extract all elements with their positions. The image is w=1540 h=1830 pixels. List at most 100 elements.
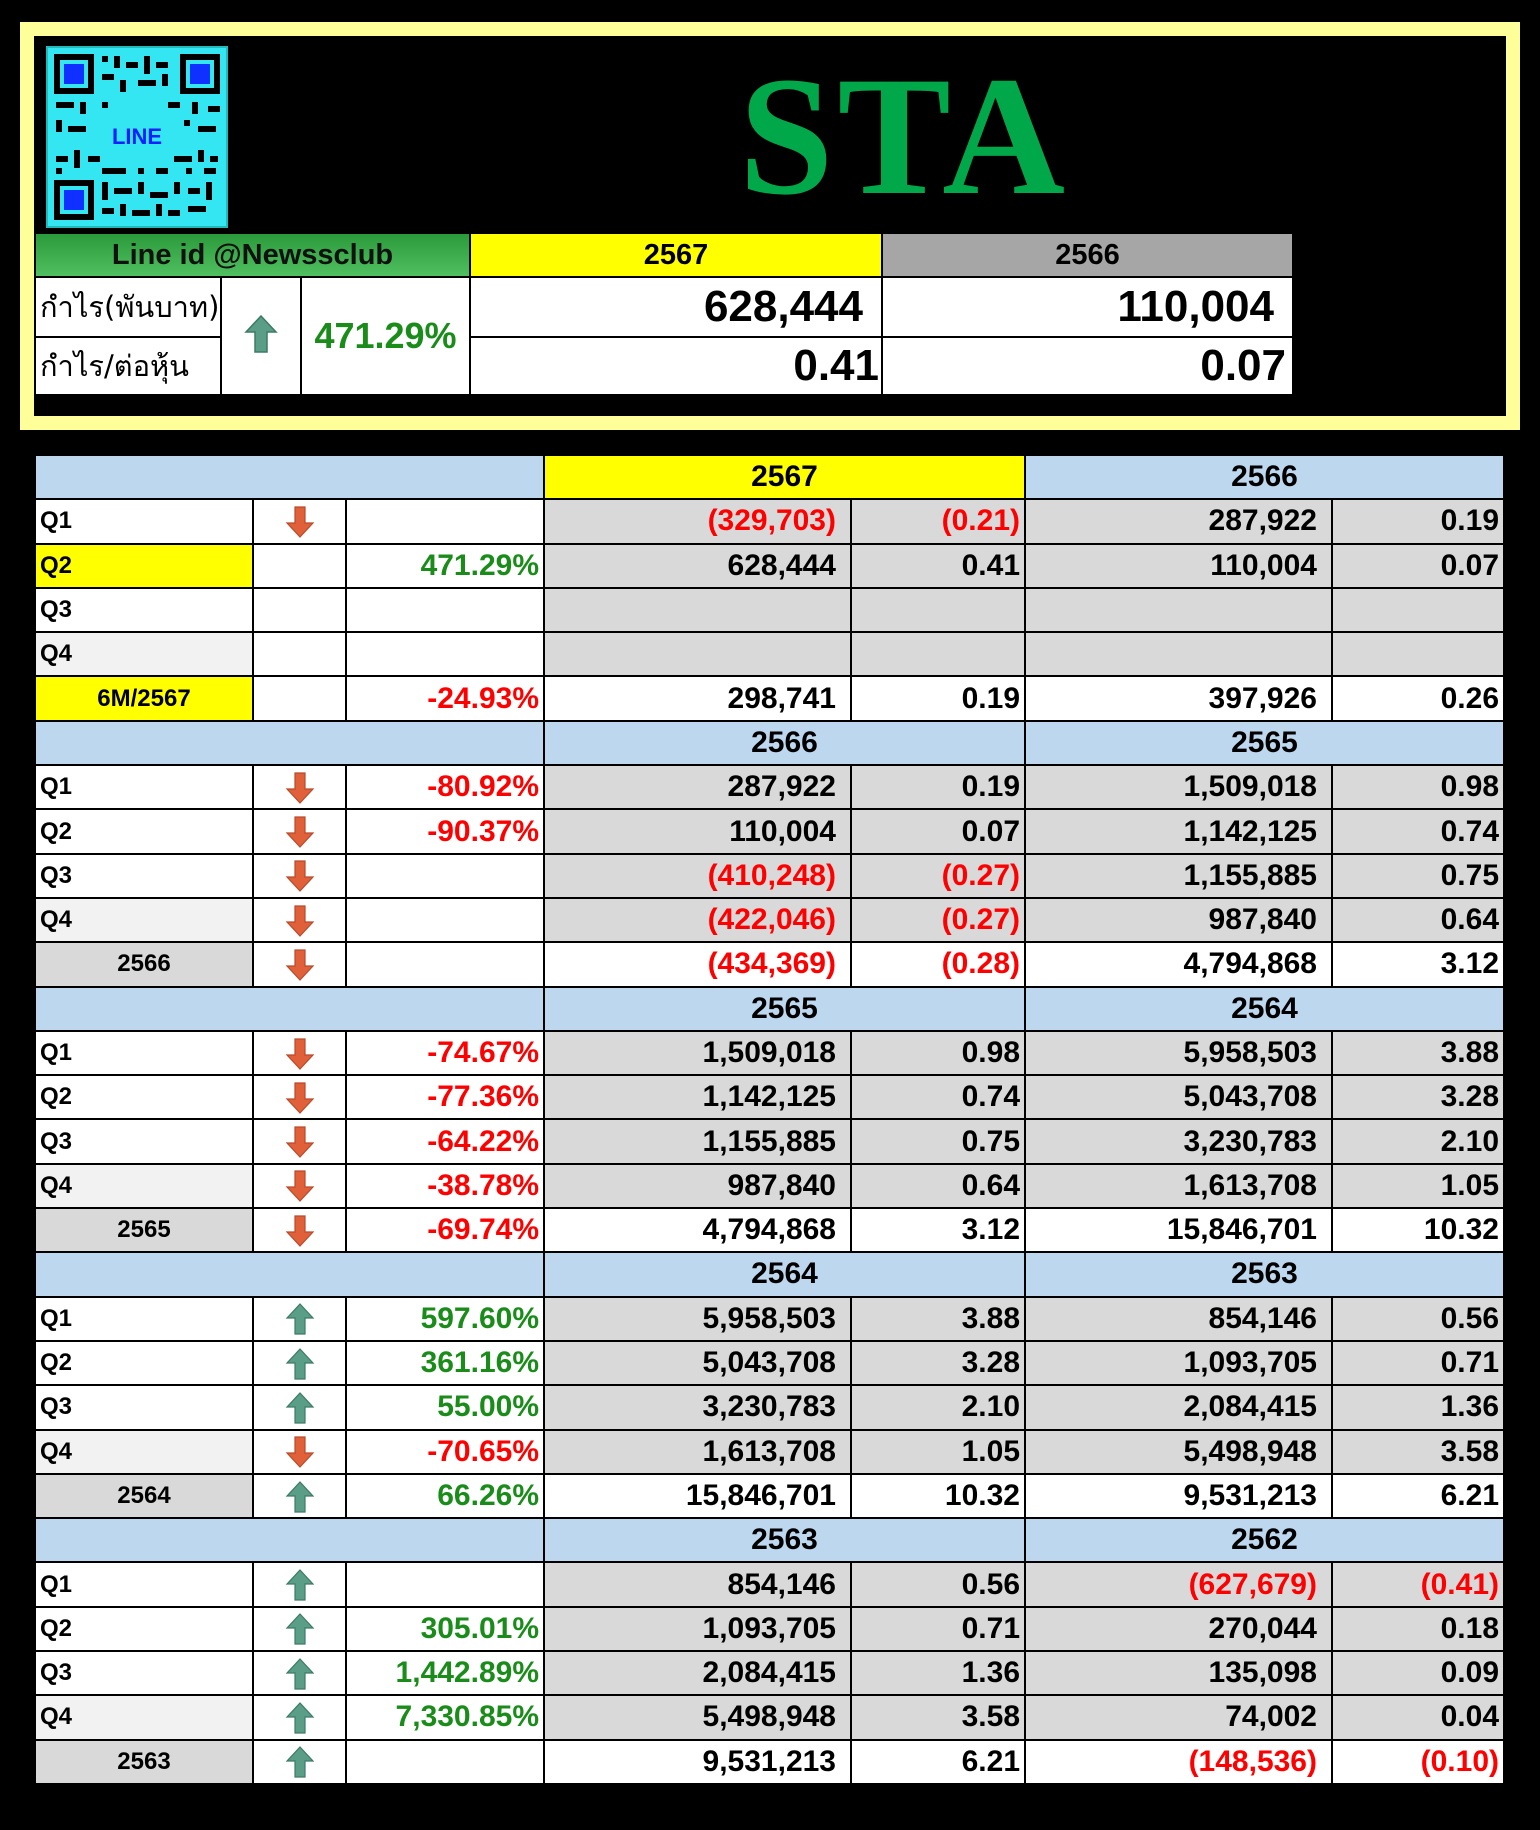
- quarterly-earnings-table: 2567 2566 Q1 (329,703) (0.21) 287,922 0.19 Q2 47…: [34, 453, 1505, 1785]
- quarter-row: Q2 -90.37% 110,004 0.07 1,142,125 0.74: [34, 808, 1505, 855]
- period-total-label: 2566: [34, 941, 254, 988]
- quarter-row: Q4 7,330.85% 5,498,948 3.58 74,002 0.04: [34, 1694, 1505, 1741]
- quarter-label: Q4: [34, 1162, 254, 1210]
- eps-prev-year: 0.07: [1331, 542, 1505, 589]
- quarter-row: Q3 55.00% 3,230,783 2.10 2,084,415 1.36: [34, 1384, 1505, 1431]
- quarter-label: Q3: [34, 586, 254, 634]
- section-header-blank: [34, 453, 545, 501]
- change-percent: [345, 498, 545, 545]
- change-percent: -90.37%: [345, 808, 545, 855]
- line-id-label[interactable]: Line id @Newssclub: [34, 232, 471, 278]
- profit-current-year: 287,922: [543, 764, 852, 811]
- trend-cell: [252, 852, 347, 899]
- profit-prev-year: 5,958,503: [1024, 1029, 1333, 1077]
- down-arrow-icon: [285, 816, 314, 848]
- summary-eps-prev: 0.07: [881, 336, 1294, 396]
- quarter-label: Q3: [34, 1384, 254, 1431]
- qr-code-pattern-icon: [54, 54, 220, 220]
- profit-prev-year: 1,142,125: [1024, 808, 1333, 855]
- change-percent: [345, 852, 545, 899]
- up-arrow-icon: [285, 1569, 314, 1601]
- trend-cell: [252, 896, 347, 944]
- eps-prev-year: [1331, 586, 1505, 634]
- section-year-current: 2566: [543, 719, 1026, 767]
- annual-total-row: 2563 9,531,213 6.21 (148,536) (0.10): [34, 1738, 1505, 1785]
- trend-cell: [252, 1561, 347, 1608]
- period-total-label: 2563: [34, 1738, 254, 1785]
- eps-current-year: 3.12: [850, 1207, 1026, 1254]
- profit-current-year: 110,004: [543, 808, 852, 855]
- trend-cell: [252, 1694, 347, 1741]
- profit-prev-year: 397,926: [1024, 675, 1333, 722]
- trend-cell: [252, 1207, 347, 1254]
- trend-cell: [252, 586, 347, 634]
- down-arrow-icon: [285, 506, 314, 538]
- down-arrow-icon: [285, 772, 314, 804]
- change-percent: 7,330.85%: [345, 1694, 545, 1741]
- section-header-row: 2565 2564: [34, 985, 1505, 1032]
- quarter-label: Q1: [34, 764, 254, 811]
- eps-current-year: 3.28: [850, 1339, 1026, 1387]
- profit-current-year: (410,248): [543, 852, 852, 899]
- eps-prev-year: 1.05: [1331, 1162, 1505, 1210]
- quarter-row: Q4 (422,046) (0.27) 987,840 0.64: [34, 896, 1505, 944]
- change-percent: -74.67%: [345, 1029, 545, 1077]
- trend-cell: [252, 764, 347, 811]
- change-percent: [345, 1738, 545, 1785]
- change-percent: 361.16%: [345, 1339, 545, 1387]
- quarter-row: Q3 (410,248) (0.27) 1,155,885 0.75: [34, 852, 1505, 899]
- down-arrow-icon: [285, 905, 314, 937]
- period-total-label: 6M/2567: [34, 675, 254, 722]
- quarter-row: Q2 471.29% 628,444 0.41 110,004 0.07: [34, 542, 1505, 589]
- profit-prev-year: 15,846,701: [1024, 1207, 1333, 1254]
- up-arrow-icon: [285, 1392, 314, 1424]
- eps-prev-year: 10.32: [1331, 1207, 1505, 1254]
- quarter-row: Q1 -74.67% 1,509,018 0.98 5,958,503 3.88: [34, 1029, 1505, 1077]
- down-arrow-icon: [285, 949, 314, 981]
- down-arrow-icon: [285, 1037, 314, 1070]
- quarter-label: Q2: [34, 1074, 254, 1121]
- down-arrow-icon: [285, 1215, 314, 1247]
- eps-prev-year: 2.10: [1331, 1118, 1505, 1165]
- section-header-row: 2566 2565: [34, 719, 1505, 767]
- eps-current-year: 0.75: [850, 1118, 1026, 1165]
- up-arrow-icon: [285, 1746, 314, 1778]
- section-year-prev: 2565: [1024, 719, 1505, 767]
- change-percent: -24.93%: [345, 675, 545, 722]
- trend-cell: [252, 1074, 347, 1121]
- summary-eps-current: 0.41: [469, 336, 883, 396]
- eps-prev-year: 0.64: [1331, 896, 1505, 944]
- change-percent: -38.78%: [345, 1162, 545, 1210]
- quarter-label: Q1: [34, 1561, 254, 1608]
- eps-prev-year: 3.58: [1331, 1428, 1505, 1475]
- up-arrow-icon: [285, 1480, 314, 1513]
- profit-prev-year: (627,679): [1024, 1561, 1333, 1608]
- quarter-label: Q2: [34, 808, 254, 855]
- line-qr-code[interactable]: LINE: [46, 46, 228, 228]
- profit-current-year: 987,840: [543, 1162, 852, 1210]
- eps-current-year: 0.56: [850, 1561, 1026, 1608]
- profit-current-year: 2,084,415: [543, 1650, 852, 1697]
- eps-current-year: 0.64: [850, 1162, 1026, 1210]
- quarter-label: Q4: [34, 896, 254, 944]
- trend-cell: [252, 1118, 347, 1165]
- profit-current-year: 1,613,708: [543, 1428, 852, 1475]
- trend-cell: [252, 1162, 347, 1210]
- change-percent: 597.60%: [345, 1295, 545, 1342]
- eps-prev-year: (0.10): [1331, 1738, 1505, 1785]
- trend-cell: [252, 1384, 347, 1431]
- quarter-row: Q3 -64.22% 1,155,885 0.75 3,230,783 2.10: [34, 1118, 1505, 1165]
- profit-current-year: 9,531,213: [543, 1738, 852, 1785]
- profit-current-year: 3,230,783: [543, 1384, 852, 1431]
- section-header-blank: [34, 1517, 545, 1564]
- eps-current-year: [850, 631, 1026, 678]
- quarter-row: Q2 305.01% 1,093,705 0.71 270,044 0.18: [34, 1605, 1505, 1653]
- eps-current-year: 2.10: [850, 1384, 1026, 1431]
- eps-current-year: 0.74: [850, 1074, 1026, 1121]
- profit-prev-year: [1024, 586, 1333, 634]
- quarter-row: Q4: [34, 631, 1505, 678]
- profit-prev-year: 9,531,213: [1024, 1472, 1333, 1520]
- eps-label: กำไร/ต่อหุ้น: [34, 336, 222, 396]
- qr-line-label: LINE: [100, 124, 174, 150]
- profit-prev-year: 5,498,948: [1024, 1428, 1333, 1475]
